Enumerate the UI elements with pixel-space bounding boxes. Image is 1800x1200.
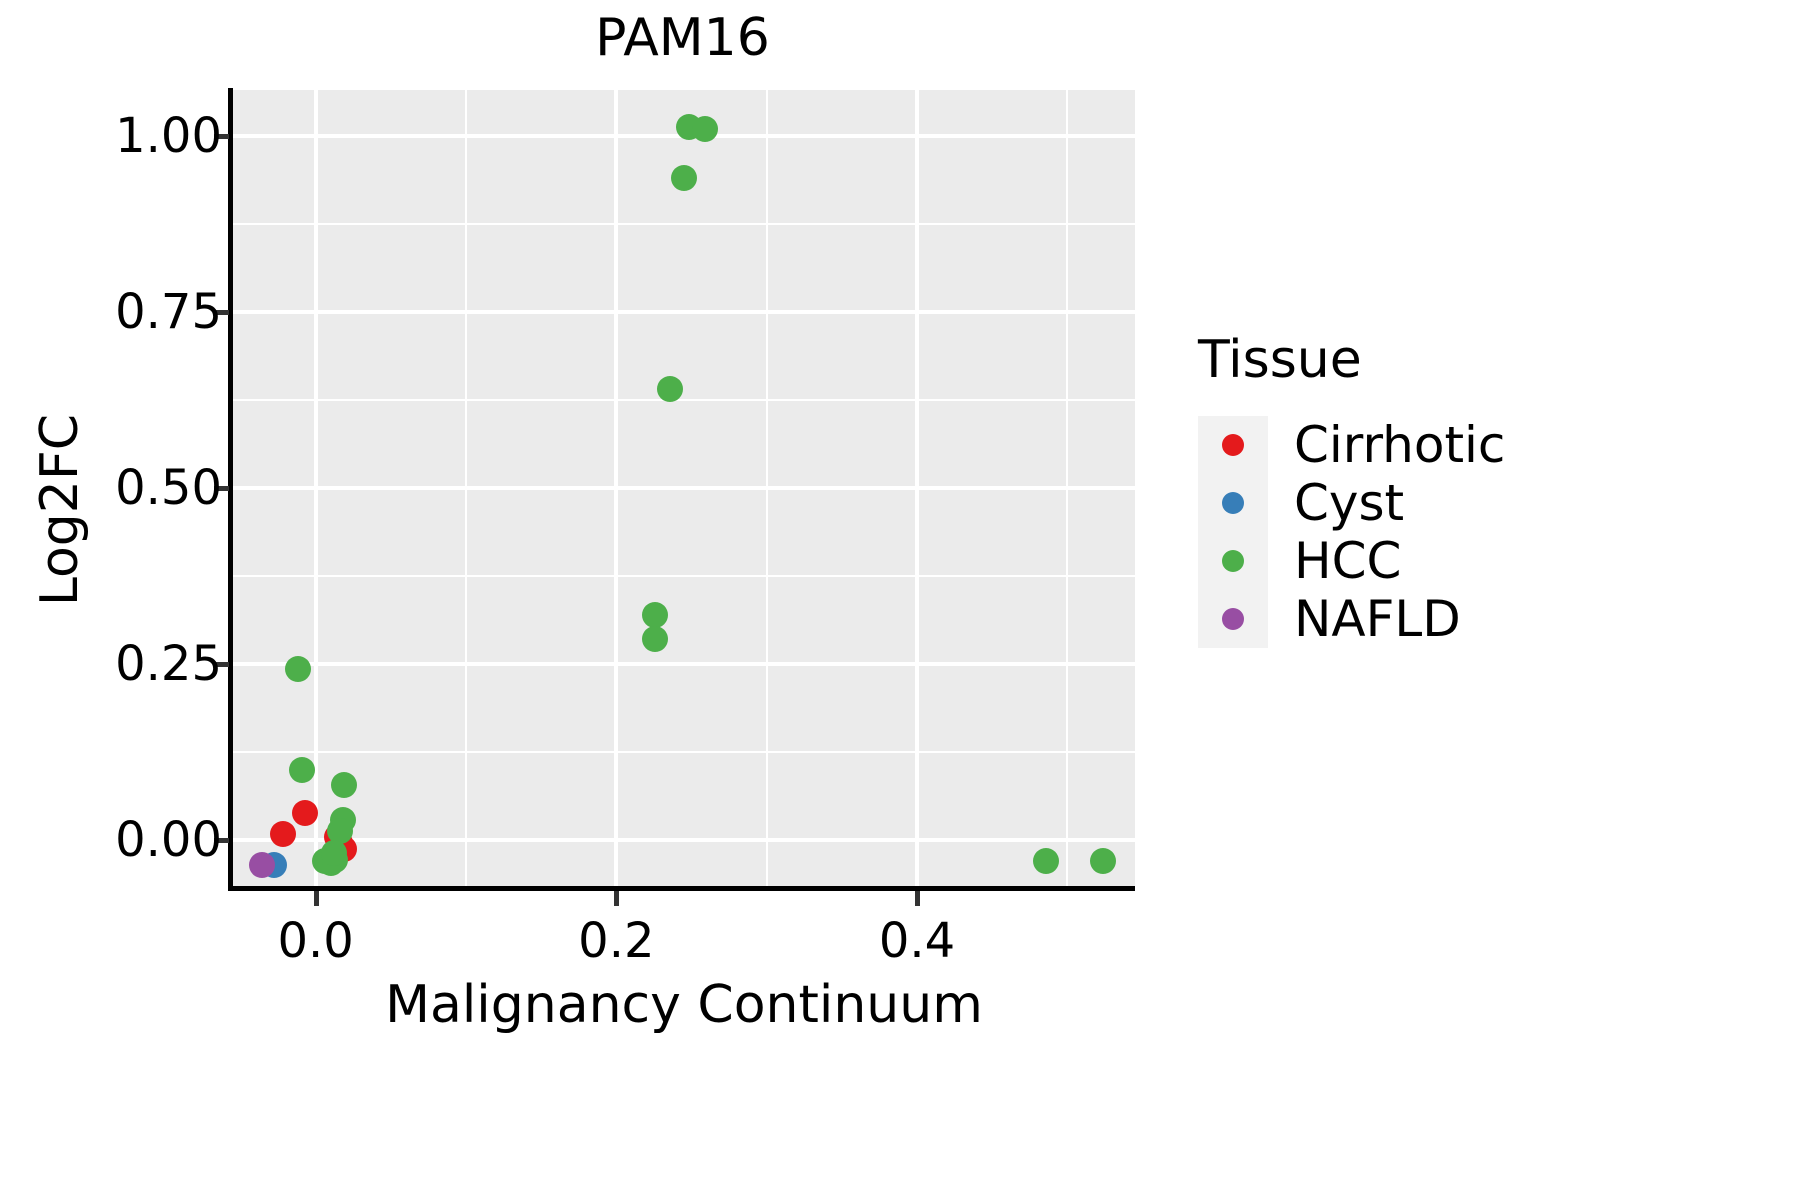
page-title: PAM16 (595, 8, 770, 68)
x-tick-mark (313, 891, 319, 906)
plot-panel (233, 90, 1135, 888)
y-tick-mark (214, 133, 229, 139)
gridline-major-vertical (313, 90, 318, 888)
data-point-nafld (248, 851, 275, 878)
data-point-hcc (1090, 848, 1117, 875)
y-tick-label: 0.00 (115, 812, 222, 869)
legend: Tissue Cirrhotic Cyst HCC NAFLD (1168, 330, 1648, 648)
legend-dot-icon (1222, 492, 1244, 514)
legend-dot-icon (1222, 608, 1244, 630)
data-point-hcc (289, 756, 316, 783)
x-tick-label: 0.2 (578, 913, 655, 969)
gridline-minor-horizontal (233, 751, 1135, 754)
data-point-hcc (284, 655, 311, 682)
y-tick-label: 0.75 (115, 283, 222, 340)
data-point-hcc (326, 817, 353, 844)
legend-item-nafld[interactable]: NAFLD (1168, 590, 1648, 648)
gridline-major-horizontal (233, 485, 1135, 490)
legend-item-label: HCC (1294, 532, 1402, 590)
y-tick-mark (214, 485, 229, 491)
legend-item-cyst[interactable]: Cyst (1168, 474, 1648, 532)
gridline-major-horizontal (233, 838, 1135, 843)
legend-item-label: Cirrhotic (1294, 416, 1506, 474)
data-point-hcc (642, 601, 669, 628)
gridline-major-vertical (614, 90, 619, 888)
y-tick-mark (214, 838, 229, 844)
data-point-hcc (657, 376, 684, 403)
gridline-major-vertical (915, 90, 920, 888)
data-point-cirrhotic (269, 821, 296, 848)
legend-dot-icon (1222, 550, 1244, 572)
y-axis-line (228, 88, 233, 890)
gridline-major-horizontal (233, 662, 1135, 667)
legend-key-swatch (1198, 416, 1268, 474)
data-point-hcc (1033, 848, 1060, 875)
x-axis-title: Malignancy Continuum (385, 975, 983, 1035)
legend-key-swatch (1198, 474, 1268, 532)
y-tick-mark (214, 662, 229, 668)
data-point-hcc (671, 165, 697, 192)
data-point-hcc (331, 772, 358, 799)
x-tick-mark (614, 891, 620, 906)
y-tick-label: 1.00 (115, 107, 222, 164)
y-axis-title: Log2FC (30, 413, 90, 607)
data-point-hcc (692, 115, 719, 142)
gridline-minor-horizontal (233, 574, 1135, 577)
legend-key-swatch (1198, 532, 1268, 590)
x-tick-label: 0.0 (277, 913, 354, 969)
data-point-cirrhotic (292, 800, 319, 827)
gridline-major-horizontal (233, 309, 1135, 314)
legend-item-cirrhotic[interactable]: Cirrhotic (1168, 416, 1648, 474)
legend-item-label: NAFLD (1294, 590, 1461, 648)
x-tick-label: 0.4 (878, 913, 956, 969)
y-tick-label: 0.25 (115, 636, 222, 693)
gridline-minor-horizontal (233, 222, 1135, 225)
gridline-minor-horizontal (233, 398, 1135, 401)
legend-item-label: Cyst (1294, 474, 1405, 532)
x-tick-mark (915, 891, 921, 906)
legend-dot-icon (1222, 434, 1244, 456)
data-point-hcc (642, 626, 669, 653)
legend-item-hcc[interactable]: HCC (1168, 532, 1648, 590)
legend-title: Tissue (1198, 330, 1362, 390)
y-tick-mark (214, 309, 229, 315)
legend-items: Cirrhotic Cyst HCC NAFLD (1168, 416, 1648, 648)
x-axis-line (228, 886, 1135, 891)
data-point-hcc (320, 840, 347, 867)
legend-key-swatch (1198, 590, 1268, 648)
y-tick-label: 0.50 (115, 459, 222, 516)
